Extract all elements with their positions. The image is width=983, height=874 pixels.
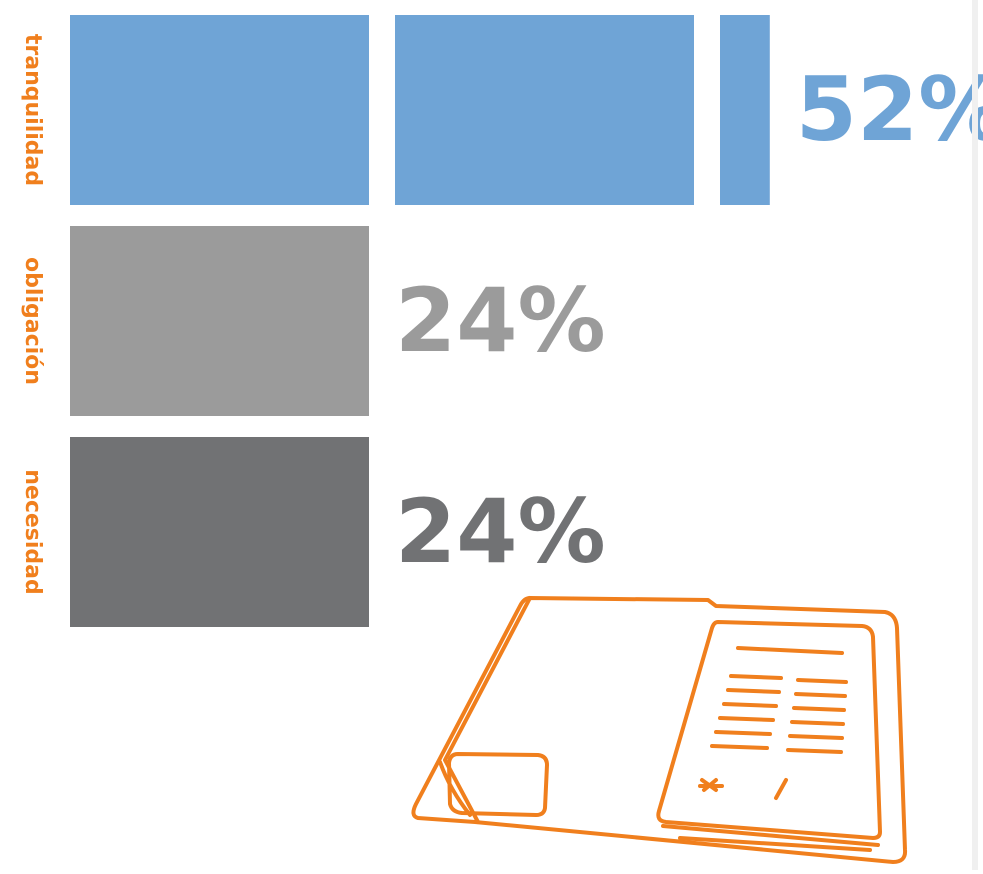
illustration-stroke (726, 688, 781, 694)
bar-segment (70, 15, 369, 205)
illustration-stroke (656, 620, 882, 840)
illustration-stroke (661, 824, 880, 847)
illustration-stroke (714, 730, 772, 736)
bar-group: 52% tranquilidad (20, 15, 983, 205)
open-folder-document-icon (411, 596, 908, 864)
illustration-stroke (794, 692, 847, 698)
value-label: 24% (395, 480, 606, 583)
right-border-line (972, 0, 978, 870)
illustration-stroke (722, 702, 778, 708)
bar-segment (720, 15, 770, 205)
illustration-stroke (718, 716, 775, 722)
value-label: 24% (395, 269, 606, 372)
illustration-stroke (710, 744, 769, 750)
bar-segment (70, 437, 369, 627)
illustration-stroke (790, 720, 845, 726)
illustration-stroke (443, 596, 532, 824)
value-label: 52% (796, 58, 983, 161)
illustration-stroke (678, 836, 872, 852)
illustration-stroke (411, 596, 908, 864)
illustration-stroke (774, 778, 788, 800)
illustration-stroke (447, 752, 549, 817)
illustration-stroke (788, 734, 844, 740)
illustration-stroke (438, 760, 472, 817)
illustration-stroke (786, 748, 843, 754)
bar-group: 24% necesidad (20, 437, 606, 627)
category-label: tranquilidad (20, 34, 45, 186)
bar-segment (70, 226, 369, 416)
category-label: necesidad (20, 469, 45, 595)
illustration-stroke (796, 678, 848, 684)
category-label: obligación (20, 257, 45, 385)
bar-group: 24% obligación (20, 226, 606, 416)
illustration-stroke (729, 674, 783, 680)
illustration-stroke (792, 706, 846, 712)
illustration-stroke (736, 646, 844, 655)
bar-segment (395, 15, 694, 205)
